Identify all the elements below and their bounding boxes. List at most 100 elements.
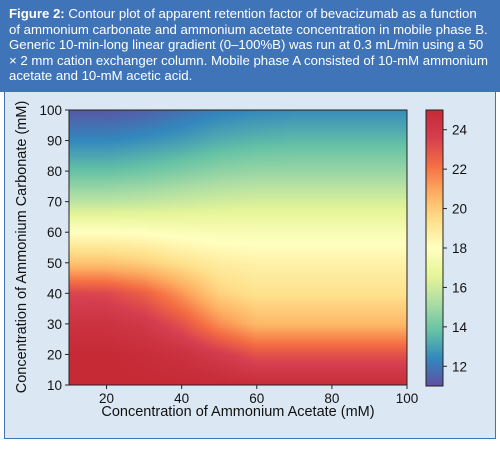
heatmap-cell xyxy=(209,142,212,145)
heatmap-cell xyxy=(189,128,192,131)
heatmap-cell xyxy=(73,142,76,145)
heatmap-cell xyxy=(129,126,132,129)
heatmap-cell xyxy=(159,142,162,145)
heatmap-cell xyxy=(361,140,364,143)
heatmap-cell xyxy=(161,132,164,135)
heatmap-cell xyxy=(145,124,148,127)
heatmap-cell xyxy=(161,126,164,129)
heatmap-cell xyxy=(87,128,90,131)
heatmap-cell xyxy=(175,110,178,113)
heatmap-cell xyxy=(119,146,122,149)
heatmap-cell xyxy=(81,128,84,131)
heatmap-cell xyxy=(361,136,364,139)
heatmap-cell xyxy=(203,132,206,135)
heatmap-cell xyxy=(385,118,388,121)
heatmap-cell xyxy=(175,144,178,147)
heatmap-cell xyxy=(107,114,110,117)
heatmap-cell xyxy=(391,140,394,143)
heatmap-cell xyxy=(323,114,326,117)
heatmap-cell xyxy=(149,120,152,123)
heatmap-cell xyxy=(353,110,356,113)
heatmap-cell xyxy=(99,114,102,117)
heatmap-cell xyxy=(191,140,194,143)
heatmap-cell xyxy=(389,124,392,127)
heatmap-cell xyxy=(181,138,184,141)
heatmap-cell xyxy=(295,126,298,129)
heatmap-cell xyxy=(187,132,190,135)
heatmap-cell xyxy=(333,114,336,117)
heatmap-cell xyxy=(123,134,126,137)
heatmap-cell xyxy=(157,116,160,119)
heatmap-cell xyxy=(397,132,400,135)
heatmap-cell xyxy=(405,134,407,137)
heatmap-cell xyxy=(293,146,296,149)
heatmap-cell xyxy=(361,126,364,129)
heatmap-cell xyxy=(175,136,178,139)
heatmap-cell xyxy=(77,128,80,131)
heatmap-cell xyxy=(313,140,316,143)
heatmap-cell xyxy=(153,120,156,123)
heatmap-cell xyxy=(163,112,166,115)
heatmap-cell xyxy=(257,120,260,123)
heatmap-cell xyxy=(345,116,348,119)
heatmap-cell xyxy=(297,146,300,149)
heatmap-cell xyxy=(337,130,340,133)
heatmap-cell xyxy=(255,126,258,129)
heatmap-cell xyxy=(325,126,328,129)
heatmap-cell xyxy=(169,118,172,121)
heatmap-cell xyxy=(235,134,238,137)
heatmap-cell xyxy=(215,132,218,135)
heatmap-cell xyxy=(141,112,144,115)
heatmap-cell xyxy=(121,126,124,129)
heatmap-cell xyxy=(111,144,114,147)
heatmap-cell xyxy=(185,132,188,135)
heatmap-cell xyxy=(101,134,104,137)
heatmap-cell xyxy=(259,140,262,143)
heatmap-cell xyxy=(127,134,130,137)
heatmap-cell xyxy=(351,140,354,143)
heatmap-cell xyxy=(375,122,378,125)
heatmap-cell xyxy=(93,114,96,117)
heatmap-cell xyxy=(131,124,134,127)
heatmap-cell xyxy=(141,136,144,139)
heatmap-cell xyxy=(203,126,206,129)
heatmap-cell xyxy=(287,124,290,127)
heatmap-cell xyxy=(237,138,240,141)
heatmap-cell xyxy=(357,122,360,125)
heatmap-cell xyxy=(157,142,160,145)
heatmap-cell xyxy=(313,124,316,127)
heatmap-cell xyxy=(283,130,286,133)
heatmap-cell xyxy=(97,126,100,129)
heatmap-cell xyxy=(201,140,204,143)
heatmap-cell xyxy=(299,124,302,127)
heatmap-cell xyxy=(277,114,280,117)
heatmap-cell xyxy=(277,142,280,145)
heatmap-cell xyxy=(331,128,334,131)
heatmap-cell xyxy=(165,142,168,145)
heatmap-cell xyxy=(225,120,228,123)
heatmap-cell xyxy=(143,114,146,117)
heatmap-cell xyxy=(271,120,274,123)
heatmap-cell xyxy=(71,140,74,143)
heatmap-cell xyxy=(221,146,224,149)
heatmap-cell xyxy=(183,142,186,145)
heatmap-cell xyxy=(379,144,382,147)
heatmap-cell xyxy=(173,136,176,139)
heatmap-cell xyxy=(345,118,348,121)
heatmap-cell xyxy=(129,138,132,141)
heatmap-cell xyxy=(261,134,264,137)
heatmap-cell xyxy=(195,130,198,133)
heatmap-cell xyxy=(393,128,396,131)
heatmap-cell xyxy=(159,144,162,147)
heatmap-cell xyxy=(281,110,284,113)
heatmap-cell xyxy=(253,110,256,113)
heatmap-cell xyxy=(377,120,380,123)
heatmap-cell xyxy=(327,110,330,113)
heatmap-cell xyxy=(133,132,136,135)
heatmap-cell xyxy=(313,142,316,145)
heatmap-cell xyxy=(363,114,366,117)
heatmap-cell xyxy=(203,114,206,117)
heatmap-cell xyxy=(319,122,322,125)
heatmap-cell xyxy=(359,138,362,141)
heatmap-cell xyxy=(317,128,320,131)
